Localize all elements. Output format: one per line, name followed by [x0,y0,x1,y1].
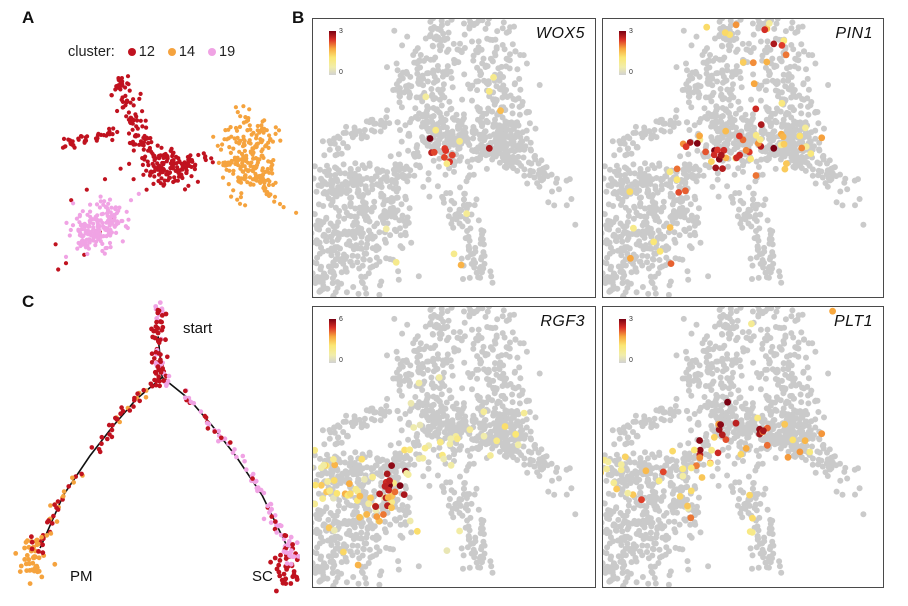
panel-a-letter: A [22,8,35,27]
cluster-19-dot-icon [208,48,217,56]
pin1-feature-plot [603,19,867,297]
feature-panel-wox5: 3 0 WOX5 [312,18,596,298]
wox5-colorbar: 3 0 [329,28,359,79]
colorbar-max-label: 3 [629,28,633,35]
legend-item-cluster-14: 14 [167,44,196,60]
wox5-feature-plot [313,19,579,297]
colorbar-min-label: 0 [629,357,633,364]
legend-title: cluster: [68,44,115,60]
colorbar-max-label: 3 [629,316,633,323]
colorbar-gradient [329,31,336,75]
panel-c-letter: C [22,292,35,311]
trajectory-plot [13,300,300,594]
trajectory-start-label: start [183,320,213,337]
feature-panel-rgf3: 6 0 RGF3 [312,306,596,588]
feature-panel-plt1: 3 0 PLT1 [602,306,884,588]
legend-item-cluster-19: 19 [208,44,235,60]
cluster-14-label: 14 [178,44,196,60]
colorbar-min-label: 0 [339,69,343,76]
legend-item-cluster-12: 12 [127,44,155,60]
colorbar-gradient [619,319,626,363]
cluster-12-dot-icon [127,48,136,56]
trajectory-sc-label: SC [252,568,273,585]
colorbar-min-label: 0 [629,69,633,76]
trajectory-pm-label: PM [70,568,93,585]
plt1-feature-plot [603,307,867,587]
gene-title-plt1: PLT1 [833,313,873,330]
pin1-colorbar: 3 0 [619,28,649,79]
colorbar-gradient [619,31,626,75]
rgf3-feature-plot [313,307,579,587]
cluster-19-label: 19 [219,44,236,60]
feature-panel-pin1: 3 0 PIN1 [602,18,884,298]
colorbar-min-label: 0 [339,357,343,364]
colorbar-max-label: 6 [339,316,343,323]
cluster-14-dot-icon [167,48,176,56]
gene-title-rgf3: RGF3 [540,313,585,330]
colorbar-gradient [329,319,336,363]
plt1-colorbar: 3 0 [619,316,649,367]
gene-title-pin1: PIN1 [835,25,873,42]
cluster-12-label: 12 [138,44,155,60]
colorbar-max-label: 3 [339,28,343,35]
gene-title-wox5: WOX5 [535,25,585,42]
cluster-legend: cluster: 12 14 19 [68,44,235,60]
panel-b-letter: B [292,8,305,27]
rgf3-colorbar: 6 0 [329,316,359,367]
cluster-scatter-plot [53,74,299,272]
